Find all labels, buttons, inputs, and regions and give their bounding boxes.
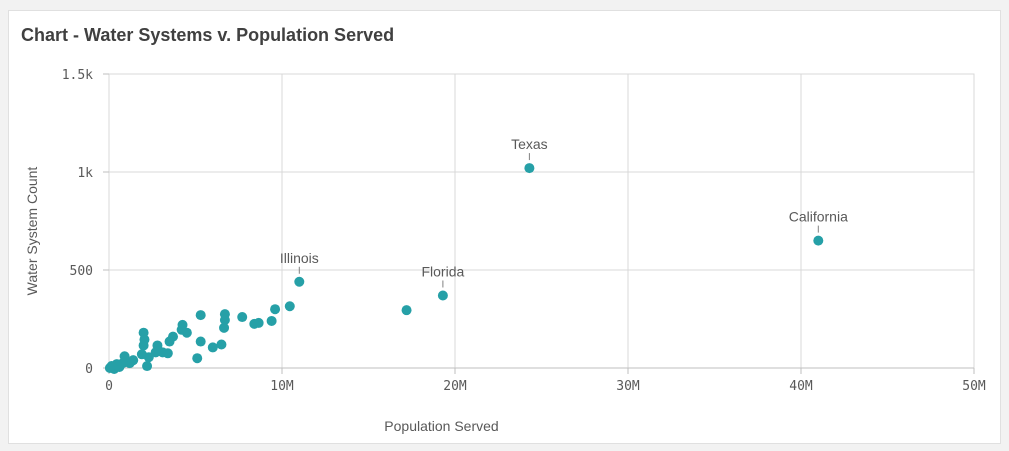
- data-point-labeled[interactable]: [524, 163, 535, 174]
- data-point[interactable]: [157, 347, 168, 358]
- y-tick-label: 1k: [77, 166, 93, 181]
- data-point[interactable]: [195, 310, 206, 321]
- data-point[interactable]: [138, 327, 149, 338]
- data-point-labeled[interactable]: [813, 235, 824, 246]
- data-point[interactable]: [142, 361, 153, 372]
- data-point-labeled[interactable]: [437, 290, 448, 301]
- data-point[interactable]: [237, 312, 248, 323]
- data-point[interactable]: [150, 347, 161, 358]
- data-point[interactable]: [192, 353, 203, 364]
- y-tick-label: 1.5k: [62, 68, 93, 83]
- data-point[interactable]: [195, 336, 206, 347]
- data-point[interactable]: [219, 322, 230, 333]
- x-tick-label: 50M: [962, 379, 986, 394]
- data-point-labeled[interactable]: [294, 276, 305, 287]
- data-point[interactable]: [401, 305, 412, 316]
- data-point[interactable]: [136, 349, 147, 360]
- y-tick-label: 500: [70, 264, 93, 279]
- chart-card: Chart - Water Systems v. Population Serv…: [8, 10, 1001, 444]
- point-label: Illinois: [280, 250, 319, 266]
- data-point[interactable]: [266, 315, 277, 326]
- data-point[interactable]: [216, 339, 227, 350]
- y-axis-title: Water System Count: [24, 167, 40, 296]
- data-point[interactable]: [124, 358, 135, 369]
- point-label: Texas: [511, 136, 548, 152]
- data-point[interactable]: [270, 304, 281, 315]
- data-point[interactable]: [219, 314, 230, 325]
- point-label: Florida: [421, 263, 464, 279]
- chart-title: Chart - Water Systems v. Population Serv…: [21, 25, 395, 45]
- x-tick-label: 20M: [443, 379, 467, 394]
- y-tick-label: 0: [85, 362, 93, 377]
- x-tick-label: 40M: [789, 379, 813, 394]
- x-tick-label: 10M: [270, 379, 294, 394]
- data-point[interactable]: [207, 342, 218, 353]
- data-point[interactable]: [138, 340, 149, 351]
- data-point[interactable]: [284, 301, 295, 312]
- x-tick-label: 0: [105, 379, 113, 394]
- x-tick-label: 30M: [616, 379, 640, 394]
- scatter-plot[interactable]: 0 10M 20M 30M 40M 50M 0 500 1k 1.5k Population Se…: [9, 11, 1002, 445]
- data-point[interactable]: [249, 318, 260, 329]
- data-point[interactable]: [104, 363, 115, 373]
- x-axis-title: Population Served: [384, 418, 498, 434]
- data-point[interactable]: [164, 336, 175, 347]
- data-point[interactable]: [176, 324, 187, 335]
- point-label: California: [789, 209, 848, 225]
